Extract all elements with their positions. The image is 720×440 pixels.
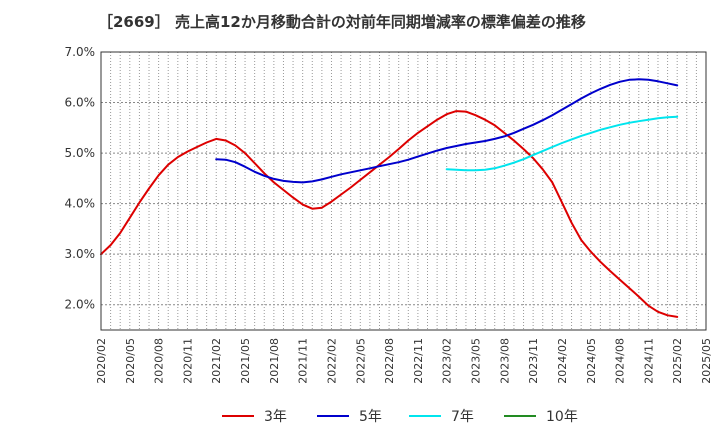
legend-label-10y: 10年 <box>546 409 578 425</box>
x-tick-label: 2023/11 <box>527 338 540 384</box>
x-tick-label: 2021/08 <box>268 338 281 384</box>
legend: 3年 5年 7年 10年 <box>0 404 720 428</box>
y-tick-label: 3.0% <box>65 247 96 261</box>
y-axis-ticks: 2.0% 3.0% 4.0% 5.0% 6.0% 7.0% <box>65 45 96 312</box>
x-tick-label: 2023/02 <box>441 338 454 384</box>
y-tick-label: 4.0% <box>65 197 96 211</box>
x-tick-label: 2024/08 <box>614 338 627 384</box>
x-tick-label: 2022/08 <box>383 338 396 384</box>
series-line-0 <box>100 110 679 318</box>
y-tick-label: 5.0% <box>65 146 96 160</box>
x-tick-label: 2022/02 <box>325 338 338 384</box>
series-lines <box>100 78 679 318</box>
x-axis-ticks: 2020/02 2020/05 2020/08 2020/11 2021/02 2021/… <box>95 338 713 384</box>
legend-label-5y: 5年 <box>359 409 382 425</box>
x-tick-label: 2023/08 <box>498 338 511 384</box>
legend-item-5y: 5年 <box>317 404 382 428</box>
legend-item-3y: 3年 <box>222 404 287 428</box>
grid <box>101 51 706 330</box>
x-tick-label: 2024/11 <box>642 338 655 384</box>
series-line-1 <box>215 78 679 184</box>
y-tick-label: 7.0% <box>65 45 96 59</box>
plot-area-frame <box>100 51 707 331</box>
x-tick-label: 2021/02 <box>210 338 223 384</box>
legend-swatch-10y <box>504 415 536 417</box>
y-tick-label: 2.0% <box>65 298 96 312</box>
legend-item-10y: 10年 <box>504 404 578 428</box>
legend-swatch-5y <box>317 415 349 417</box>
legend-label-3y: 3年 <box>264 409 287 425</box>
legend-swatch-3y <box>222 415 254 417</box>
legend-item-7y: 7年 <box>409 404 474 428</box>
x-tick-label: 2025/05 <box>700 338 713 384</box>
x-tick-label: 2020/02 <box>95 338 108 384</box>
x-tick-label: 2021/11 <box>297 338 310 384</box>
x-tick-label: 2023/05 <box>470 338 483 384</box>
legend-label-7y: 7年 <box>451 409 474 425</box>
x-tick-label: 2020/05 <box>124 338 137 384</box>
x-tick-label: 2024/02 <box>556 338 569 384</box>
x-tick-label: 2022/05 <box>354 338 367 384</box>
x-tick-label: 2025/02 <box>671 338 684 384</box>
chart-title: ［2669］ 売上高12か月移動合計の対前年同期増減率の標準偏差の推移 <box>98 13 586 31</box>
legend-swatch-7y <box>409 415 441 417</box>
series-line-2 <box>445 115 679 172</box>
x-tick-label: 2024/05 <box>585 338 598 384</box>
x-tick-label: 2020/08 <box>153 338 166 384</box>
x-tick-label: 2021/05 <box>239 338 252 384</box>
x-tick-label: 2022/11 <box>412 338 425 384</box>
y-tick-label: 6.0% <box>65 96 96 110</box>
x-tick-label: 2020/11 <box>181 338 194 384</box>
